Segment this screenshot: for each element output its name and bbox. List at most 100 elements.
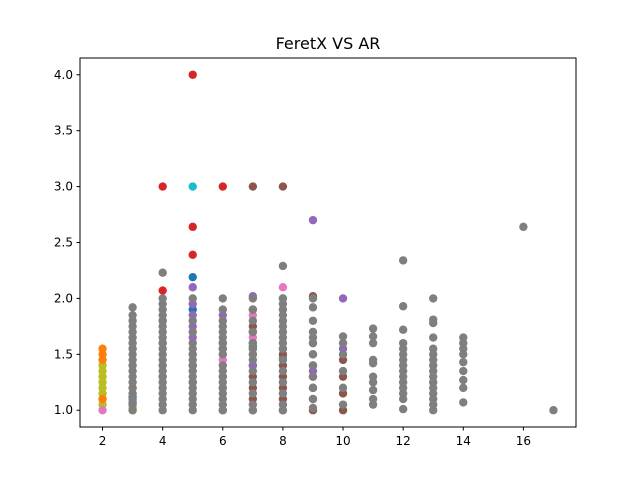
data-point-9-122 xyxy=(338,332,348,341)
data-point-9-116 xyxy=(308,294,318,303)
data-point-2-0 xyxy=(98,406,107,415)
data-point-9-125 xyxy=(368,385,378,395)
data-point-9-115 xyxy=(308,303,318,312)
y-tick-label: 3.5 xyxy=(54,124,73,138)
x-tick-label: 4 xyxy=(159,434,167,448)
data-point-9-91 xyxy=(278,378,288,387)
data-point-9-92 xyxy=(278,366,288,376)
data-point-9-133 xyxy=(398,404,408,414)
data-point-9-166 xyxy=(459,375,468,385)
y-tick-label: 1.0 xyxy=(54,403,73,417)
data-point-3-3 xyxy=(188,272,197,282)
data-point-9-78 xyxy=(248,378,258,387)
data-point-9-159 xyxy=(429,344,438,353)
data-point-9-17 xyxy=(128,310,137,320)
data-point-9-124 xyxy=(368,394,378,404)
data-point-9-174 xyxy=(549,406,558,415)
data-point-9-107 xyxy=(308,383,318,393)
data-point-9-89 xyxy=(278,400,288,409)
y-tick-label: 3.0 xyxy=(54,180,73,194)
data-point-7-0 xyxy=(188,283,197,292)
data-point-9-160 xyxy=(429,333,438,342)
data-points xyxy=(98,70,558,415)
x-tick-label: 14 xyxy=(456,434,471,448)
data-point-9-162 xyxy=(429,315,438,324)
x-tick-label: 12 xyxy=(396,434,411,448)
data-point-9-129 xyxy=(368,355,378,365)
data-point-9-108 xyxy=(308,372,318,381)
data-point-9-79 xyxy=(248,366,258,376)
data-point-9-77 xyxy=(248,389,258,398)
data-point-9-72 xyxy=(218,316,227,325)
data-point-5-0 xyxy=(188,182,197,191)
data-point-9-119 xyxy=(338,366,348,376)
data-point-9-131 xyxy=(368,332,378,341)
data-point-9-167 xyxy=(459,366,468,376)
data-point-9-55 xyxy=(188,316,197,325)
data-point-9-40 xyxy=(158,268,167,277)
data-point-9-103 xyxy=(278,294,288,303)
data-point-2-7 xyxy=(278,283,288,292)
data-point-9-109 xyxy=(308,361,318,370)
data-point-9-110 xyxy=(308,350,318,359)
data-point-9-127 xyxy=(368,372,378,381)
data-point-4-0 xyxy=(158,182,167,191)
data-point-9-87 xyxy=(248,294,258,303)
data-point-9-86 xyxy=(248,305,258,314)
data-point-7-10 xyxy=(338,294,348,303)
data-point-9-121 xyxy=(338,338,348,348)
data-point-9-39 xyxy=(158,294,167,303)
x-axis-ticks: 2 4 6 8 10 12 14 16 xyxy=(99,427,531,448)
data-point-9-146 xyxy=(398,302,408,311)
data-point-9-90 xyxy=(278,389,288,398)
y-tick-label: 4.0 xyxy=(54,68,73,82)
data-point-6-0 xyxy=(248,182,258,191)
data-point-9-84 xyxy=(248,327,258,337)
data-point-9-76 xyxy=(248,400,258,409)
data-point-9-104 xyxy=(278,261,288,271)
x-tick-label: 10 xyxy=(335,434,350,448)
data-point-6-1 xyxy=(278,182,288,191)
data-point-9-118 xyxy=(338,383,348,393)
data-point-9-114 xyxy=(308,316,318,325)
data-point-9-65 xyxy=(218,361,227,370)
data-point-9-168 xyxy=(459,357,468,367)
data-point-9-105 xyxy=(308,403,318,413)
data-point-4-5 xyxy=(158,286,167,295)
x-tick-label: 16 xyxy=(516,434,531,448)
y-tick-label: 2.5 xyxy=(54,236,73,250)
data-point-9-145 xyxy=(398,325,408,334)
data-point-9-165 xyxy=(459,383,468,393)
data-point-9-54 xyxy=(188,327,197,337)
data-point-9-85 xyxy=(248,316,258,325)
chart-title: FeretX VS AR xyxy=(276,34,381,53)
plot-area-frame xyxy=(79,57,577,428)
data-point-9-74 xyxy=(218,294,227,303)
data-point-9-53 xyxy=(188,338,197,348)
data-point-9-164 xyxy=(459,398,468,407)
x-tick-label: 2 xyxy=(99,434,107,448)
data-point-9-120 xyxy=(338,350,348,359)
data-point-9-73 xyxy=(218,305,227,314)
data-point-9-163 xyxy=(429,294,438,303)
data-point-1-3 xyxy=(98,344,107,353)
data-point-9-93 xyxy=(278,355,288,365)
x-tick-label: 8 xyxy=(279,434,287,448)
data-point-1-0 xyxy=(98,394,107,404)
y-tick-label: 2.0 xyxy=(54,291,73,305)
data-point-7-7 xyxy=(308,215,318,225)
data-point-9-132 xyxy=(368,324,378,333)
data-point-9-106 xyxy=(308,394,318,404)
data-point-9-83 xyxy=(248,338,258,348)
data-point-9-130 xyxy=(368,338,378,348)
data-point-4-4 xyxy=(218,182,227,191)
data-point-9-117 xyxy=(338,400,348,409)
x-tick-label: 6 xyxy=(219,434,227,448)
data-point-9-144 xyxy=(398,338,408,348)
y-tick-label: 1.5 xyxy=(54,347,73,361)
data-point-9-173 xyxy=(519,222,528,232)
data-point-4-1 xyxy=(188,70,197,79)
data-point-9-113 xyxy=(308,327,318,337)
data-point-9-56 xyxy=(188,294,197,303)
